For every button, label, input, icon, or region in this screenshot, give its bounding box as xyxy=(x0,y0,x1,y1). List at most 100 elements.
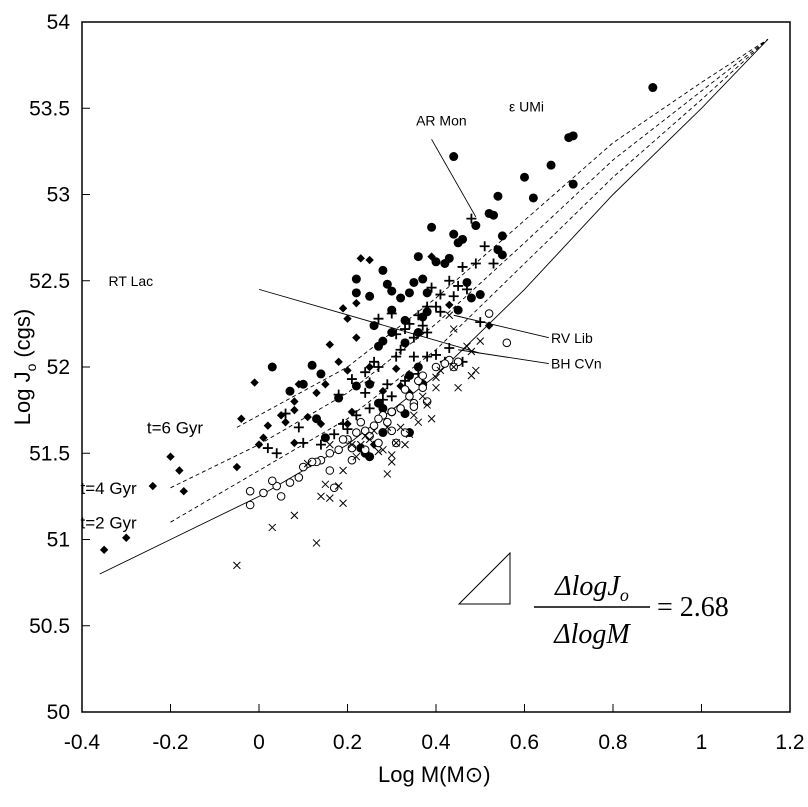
annotation-labels: AR Mon ε UMi RT Lac RV Lib BH CVn xyxy=(109,99,602,372)
open-circle-point xyxy=(502,338,512,348)
formula-denominator: ΔlogM xyxy=(553,619,631,650)
curve-label: t=2 Gyr xyxy=(81,513,138,532)
cross-point xyxy=(383,470,392,478)
y-tick-label: 50 xyxy=(47,701,70,724)
cross-point xyxy=(365,435,374,444)
cross-point xyxy=(348,440,356,449)
cross-point xyxy=(471,366,480,375)
filled-circle-point xyxy=(466,293,476,303)
y-tick-label: 53 xyxy=(47,184,70,207)
annotation-label: RV Lib xyxy=(551,330,593,346)
cross-point xyxy=(334,482,343,490)
filled-circle-point xyxy=(378,403,388,413)
diamond-point xyxy=(99,545,109,555)
diamond-point xyxy=(352,333,361,342)
open-circle-point xyxy=(245,486,255,496)
filled-circle-point xyxy=(520,172,529,182)
formula-numerator: ΔlogJo xyxy=(554,571,629,605)
filled-circle-point xyxy=(400,338,410,348)
filled-circle-point xyxy=(449,152,459,162)
diamond-point xyxy=(290,438,299,448)
filled-circle-point xyxy=(404,371,414,381)
plus-point xyxy=(422,301,433,312)
markers-group xyxy=(99,83,658,570)
y-tick-label: 52 xyxy=(47,356,70,379)
diamond-point xyxy=(290,405,299,415)
cross-point xyxy=(410,411,418,420)
plus-point xyxy=(479,241,490,252)
plus-point xyxy=(431,349,441,360)
curve-labels: t=2 Gyr t=4 Gyr t=6 Gyr xyxy=(81,418,204,532)
diamond-point xyxy=(179,487,188,496)
y-axis-title: Log Jo (cgs) xyxy=(10,309,39,426)
diamond-point xyxy=(334,357,343,367)
cross-point xyxy=(476,337,485,345)
filled-circle-point xyxy=(365,291,375,301)
diamond-point xyxy=(250,378,259,387)
x-tick-label: 0.4 xyxy=(421,731,451,754)
filled-circle-point xyxy=(475,290,485,300)
filled-circle-point xyxy=(449,229,459,239)
open-circle-point xyxy=(374,438,383,448)
diamond-point xyxy=(290,397,299,406)
plus-point xyxy=(395,344,406,355)
diamond-point xyxy=(312,388,321,398)
open-circle-point xyxy=(440,359,450,368)
cross-point xyxy=(370,426,378,435)
plus-point xyxy=(364,377,375,388)
plus-point xyxy=(364,403,375,414)
filled-circle-point xyxy=(648,83,658,93)
filled-circle-point xyxy=(351,288,361,298)
filled-circle-point xyxy=(400,315,410,325)
filled-circle-point xyxy=(546,160,556,170)
y-tick-label: 50.5 xyxy=(29,615,70,638)
filled-circle-point xyxy=(497,250,507,260)
plus-point xyxy=(417,320,428,331)
x-tick-label: 0.6 xyxy=(510,731,539,754)
cross-point xyxy=(383,423,392,432)
cross-point xyxy=(396,423,405,432)
plus-point xyxy=(271,448,282,459)
filled-circle-point xyxy=(312,414,322,424)
open-circle-point xyxy=(347,443,357,453)
plus-point xyxy=(426,282,437,293)
cross-point xyxy=(325,440,334,449)
diamond-point xyxy=(175,466,184,475)
cross-point xyxy=(339,466,347,475)
annotation-leader-line xyxy=(453,314,549,339)
cross-point xyxy=(423,401,432,409)
annotation-leader-line xyxy=(458,349,549,364)
diamond-point xyxy=(237,414,246,423)
filled-circle-point xyxy=(387,328,397,337)
plus-point xyxy=(386,391,397,402)
filled-circle-point xyxy=(568,179,578,189)
cross-point xyxy=(290,511,299,520)
diamond-point xyxy=(325,340,334,349)
annotation-label: ε UMi xyxy=(509,99,544,115)
plus-point xyxy=(435,289,446,300)
open-circle-point xyxy=(347,455,357,465)
open-circle-point xyxy=(329,483,339,493)
plus-point xyxy=(293,422,304,433)
open-circle-point xyxy=(325,466,335,475)
y-tick-label: 51.5 xyxy=(29,442,70,465)
filled-circle-point xyxy=(489,210,499,220)
plus-point xyxy=(346,374,357,385)
x-tick-label: -0.4 xyxy=(64,731,101,754)
open-circle-point xyxy=(418,383,428,393)
cross-point xyxy=(405,430,414,439)
diamond-point xyxy=(356,254,365,263)
annotation-label: BH CVn xyxy=(551,356,602,372)
plus-point xyxy=(298,437,309,448)
diamond-point xyxy=(347,407,357,417)
open-circle-point xyxy=(400,428,410,437)
x-tick-label: 1.2 xyxy=(775,731,804,754)
plus-point xyxy=(280,408,291,419)
model-curve xyxy=(170,38,769,489)
cross-point xyxy=(432,373,440,382)
open-circle-point xyxy=(276,492,286,501)
cross-point xyxy=(432,383,440,392)
x-tick-label: -0.2 xyxy=(152,731,188,754)
diamond-point xyxy=(343,314,352,323)
